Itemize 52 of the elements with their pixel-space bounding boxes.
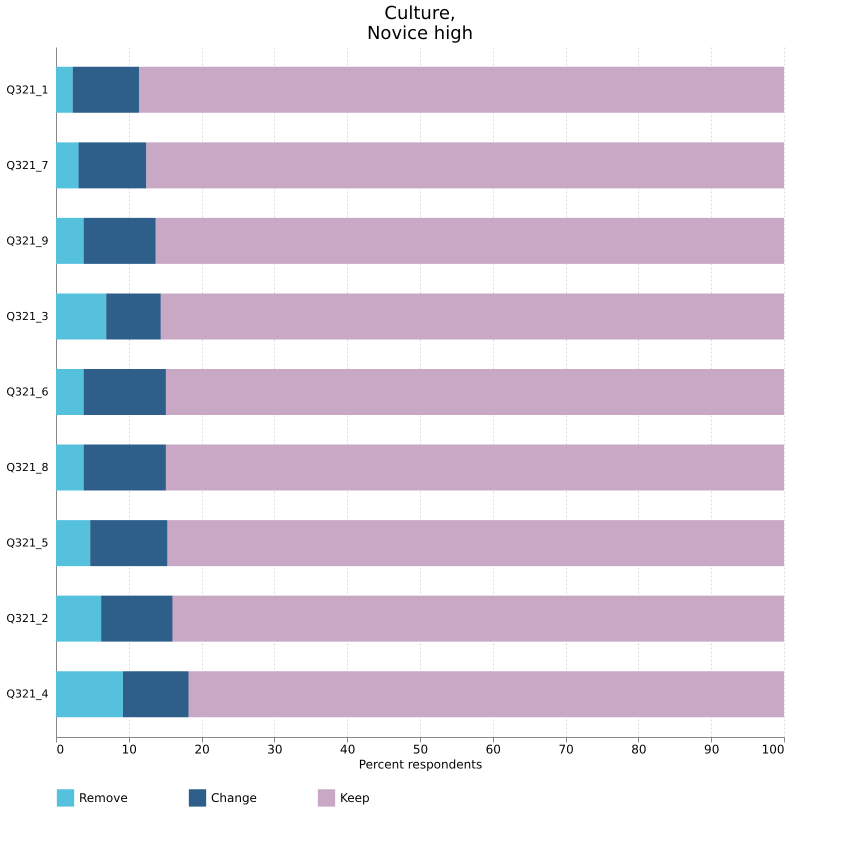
bar [56, 596, 102, 642]
x-tick-label: 0 [56, 742, 64, 756]
y-tick-label: Q321_6 [6, 386, 48, 398]
y-tick-label: Q321_5 [6, 536, 48, 550]
bar [84, 369, 166, 415]
x-tick-label: 20 [194, 742, 210, 756]
legend-label: Change [211, 790, 257, 805]
bar [172, 596, 784, 642]
bar [122, 671, 188, 718]
bar [56, 444, 84, 491]
x-axis-title: Percent respondents [358, 758, 482, 772]
y-tick-label: Q321_3 [6, 310, 48, 323]
bar [188, 671, 784, 718]
bar [56, 671, 123, 718]
legend-label: Remove [79, 790, 128, 805]
y-tick-label: Q321_8 [6, 461, 48, 474]
y-tick-label: Q321_7 [6, 158, 48, 172]
bar [166, 369, 784, 415]
x-tick-label: 90 [704, 742, 720, 756]
x-tick-label: 70 [558, 742, 574, 756]
bar [56, 66, 73, 113]
bar [90, 520, 168, 566]
y-tick-label: Q321_1 [6, 83, 48, 96]
bar [56, 369, 84, 415]
x-tick-label: 50 [412, 742, 428, 756]
bar [84, 218, 156, 264]
bar [138, 66, 784, 113]
y-tick-label: Q321_9 [6, 234, 48, 248]
x-tick-label: 100 [762, 742, 784, 756]
x-tick-label: 30 [267, 742, 283, 756]
bar [146, 142, 784, 188]
bar [101, 596, 172, 642]
bar [56, 218, 84, 264]
bar [78, 142, 146, 188]
bar [166, 444, 784, 491]
y-tick-label: Q321_4 [6, 688, 48, 701]
bar [56, 520, 90, 566]
bar [156, 218, 784, 264]
bar [72, 66, 139, 113]
bar [106, 293, 161, 340]
x-tick-label: 10 [122, 742, 137, 756]
legend-label: Keep [340, 790, 370, 805]
x-tick-label: 80 [631, 742, 647, 756]
bar [167, 520, 784, 566]
x-tick-label: 60 [486, 742, 501, 756]
bar [84, 444, 166, 491]
y-tick-label: Q321_2 [6, 612, 48, 626]
bar [56, 293, 106, 340]
chart-title: Culture, Novice high [366, 3, 474, 44]
bar [160, 293, 784, 340]
x-tick-label: 40 [340, 742, 356, 756]
bar [56, 142, 79, 188]
